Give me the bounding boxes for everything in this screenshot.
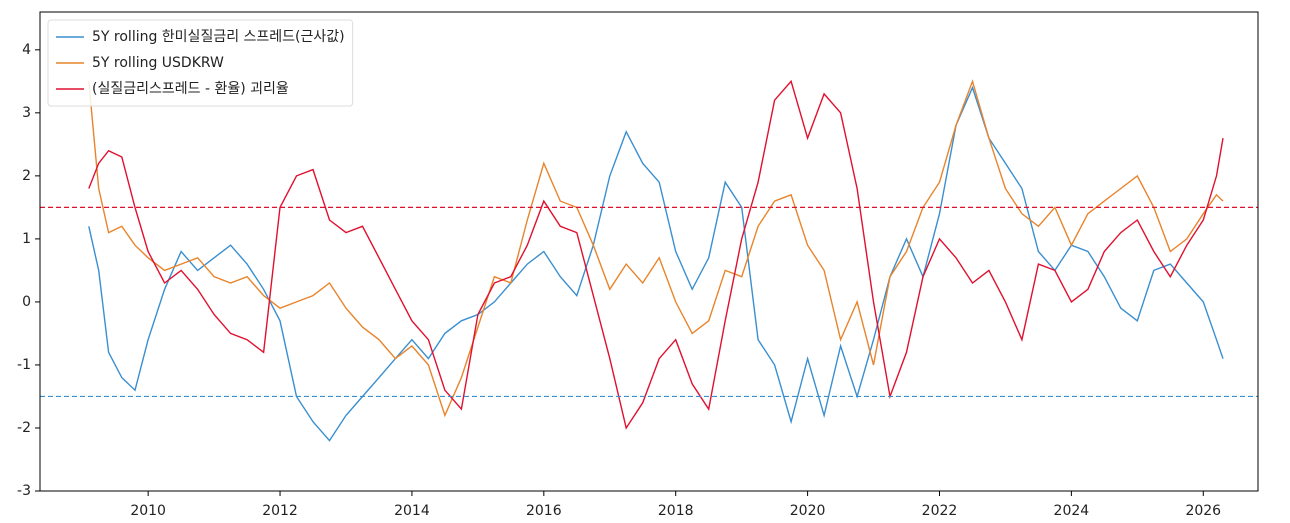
legend-label: 5Y rolling USDKRW <box>92 55 224 71</box>
y-tick-label: 2 <box>22 168 31 184</box>
x-tick-label: 2026 <box>1185 503 1221 519</box>
y-tick-label: 4 <box>22 42 31 58</box>
y-tick-label: -2 <box>17 420 31 436</box>
legend: 5Y rolling 한미실질금리 스프레드(근사값) 5Y rolling US… <box>47 19 354 107</box>
x-tick-label: 2014 <box>394 503 430 519</box>
x-tick-label: 2010 <box>130 503 166 519</box>
y-tick-label: 0 <box>22 294 31 310</box>
y-tick-label: -3 <box>17 483 31 499</box>
x-tick-label: 2012 <box>262 503 298 519</box>
series-line <box>88 79 1224 430</box>
x-tick-label: 2024 <box>1054 503 1090 519</box>
legend-label: (실질금리스프레드 - 환율) 괴리율 <box>92 81 289 97</box>
series-line <box>88 79 1224 418</box>
x-tick-label: 2020 <box>790 503 826 519</box>
legend-label: 5Y rolling 한미실질금리 스프레드(근사값) <box>92 29 345 45</box>
x-tick-label: 2018 <box>658 503 694 519</box>
x-tick-label: 2016 <box>526 503 562 519</box>
y-tick-label: 3 <box>22 105 31 121</box>
x-tick-label: 2022 <box>922 503 958 519</box>
plot-frame <box>39 11 1259 492</box>
y-tick-label: 1 <box>22 231 31 247</box>
series-line <box>88 85 1224 442</box>
y-tick-label: -1 <box>17 357 31 373</box>
legend-box <box>47 19 354 107</box>
